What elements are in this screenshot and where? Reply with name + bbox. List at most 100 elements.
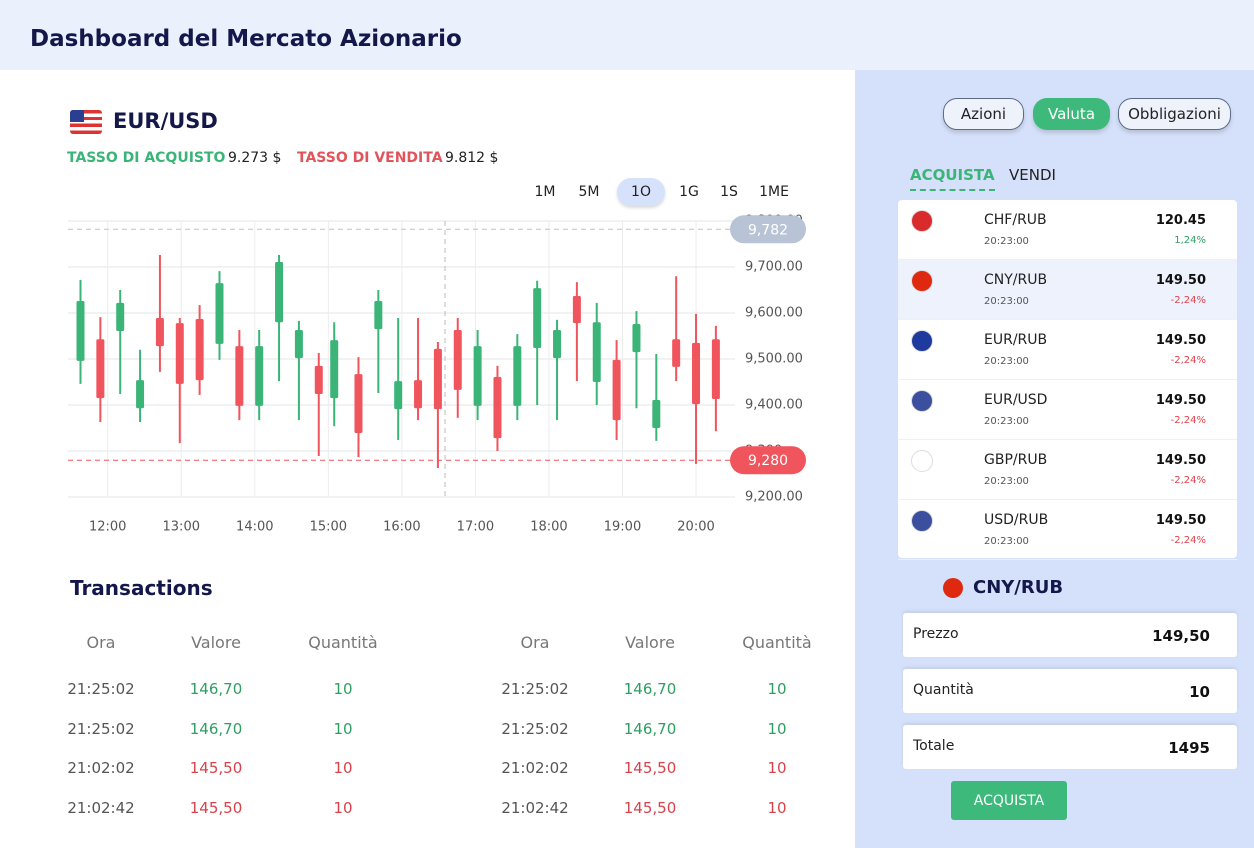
candle-body [533,288,542,348]
cell: 10 [333,680,353,698]
x-tick-label: 18:00 [530,520,567,535]
cell: 10 [333,759,353,778]
candle-body [314,365,323,394]
change: -2,24% [1170,355,1206,366]
field-value: 10 [1189,683,1210,701]
pair: EUR/USD [984,392,1048,408]
field-label: Totale [913,738,955,754]
candle-body [692,342,701,405]
list-row[interactable] [898,380,1237,440]
flag-icon [911,270,933,292]
candle-body [473,346,482,406]
range-button[interactable]: 1O [617,178,665,206]
list-row[interactable] [898,440,1237,500]
candle-body [612,359,621,421]
cell: 145,50 [623,799,677,818]
x-tick-label: 12:00 [89,520,126,535]
x-tick-label: 19:00 [604,520,641,535]
cell: 146,70 [189,680,243,698]
column-header: Quantità [308,633,378,652]
pair: EUR/RUB [984,332,1048,348]
subtab[interactable]: VENDI [1009,166,1056,184]
cell: 146,70 [189,719,243,738]
cell: 21:02:42 [67,799,135,818]
y-tick-label: 9,200.00 [745,490,803,505]
candle-body [414,380,423,409]
cell: 145,50 [189,799,243,818]
tab-button[interactable]: Valuta [1033,98,1110,130]
list-row[interactable] [898,500,1237,560]
cell: 21:25:02 [67,680,135,698]
flag-icon [911,450,933,472]
subtab[interactable]: ACQUISTA [910,166,995,191]
cell: 145,50 [189,759,243,778]
field-value: 149,50 [1152,627,1210,645]
x-tick-label: 16:00 [383,520,420,535]
candle-body [175,323,184,384]
field-label: Prezzo [913,626,959,642]
x-tick-label: 13:00 [163,520,200,535]
range-button[interactable]: 1ME [759,184,789,200]
time: 20:23:00 [984,416,1029,427]
time: 20:23:00 [984,236,1029,247]
pair: GBP/RUB [984,452,1048,468]
range-button[interactable]: 1M [534,184,556,200]
field-box [903,669,1237,713]
price-badge-label: 9,782 [748,222,788,238]
tab-button[interactable]: Obbligazioni [1118,98,1231,130]
change: -2,24% [1170,475,1206,486]
sell-label: TASSO DI VENDITA [297,150,443,166]
time: 20:23:00 [984,536,1029,547]
x-tick-label: 20:00 [677,520,714,535]
candle-body [294,330,303,359]
change: 1,24% [1174,235,1206,246]
price: 149.50 [1155,513,1206,528]
candle-body [572,295,581,324]
candle-body [513,346,522,406]
x-tick-label: 17:00 [457,520,494,535]
cell: 146,70 [623,719,677,738]
pair: USD/RUB [984,512,1049,528]
buy-button[interactable]: ACQUISTA [951,781,1067,820]
cell: 21:02:02 [501,759,569,778]
flag-icon [943,578,963,598]
cell: 145,50 [623,759,677,778]
candle-body [394,381,403,410]
time: 20:23:00 [984,476,1029,487]
candle-body [354,374,363,434]
cell: 10 [333,799,353,818]
list-row[interactable] [898,200,1237,260]
field-value: 1495 [1168,739,1210,757]
cell: 21:25:02 [501,680,569,698]
range-button[interactable]: 1S [720,184,738,200]
field-box [903,613,1237,657]
cell: 10 [767,759,787,778]
cell: 21:02:02 [67,759,135,778]
candle-body [155,318,164,347]
y-tick-label: 9,400.00 [745,398,803,413]
price-badge-label: 9,280 [748,453,788,469]
tab-button[interactable]: Azioni [943,98,1024,130]
y-tick-label: 9,700.00 [745,260,803,275]
price: 149.50 [1155,453,1206,468]
price-badge [730,215,806,244]
column-header: Ora [520,633,550,652]
time: 20:23:00 [984,296,1029,307]
flag-icon [911,390,933,412]
range-button[interactable]: 1G [679,184,699,200]
column-header: Ora [86,633,116,652]
candle-body [711,339,720,400]
list-row[interactable] [898,320,1237,380]
buy-label: TASSO DI ACQUISTO [67,150,226,166]
change: -2,24% [1170,415,1206,426]
range-button[interactable]: 5M [578,184,600,200]
candle-body [195,318,204,381]
flag-icon [911,210,933,232]
candle-body [215,283,224,344]
cell: 21:25:02 [67,719,135,738]
flag-us [70,110,102,134]
candle-body [374,301,383,330]
flag-icon [911,330,933,352]
list-row[interactable] [898,260,1237,320]
